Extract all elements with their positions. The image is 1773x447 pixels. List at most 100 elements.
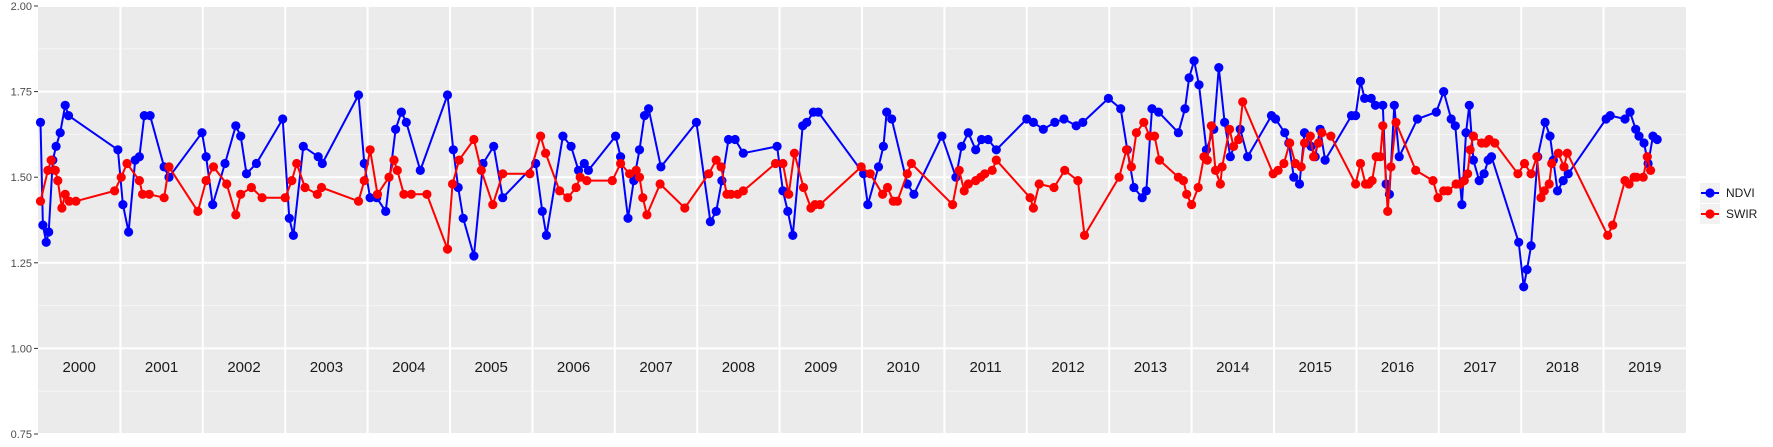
data-point bbox=[1370, 100, 1380, 110]
year-label: 2015 bbox=[1299, 359, 1332, 376]
data-point bbox=[1351, 111, 1361, 121]
data-point bbox=[1558, 176, 1568, 186]
data-point bbox=[1519, 158, 1530, 169]
data-point bbox=[558, 131, 568, 141]
data-point bbox=[878, 141, 889, 151]
data-point bbox=[51, 141, 61, 151]
data-point bbox=[317, 158, 327, 169]
data-point bbox=[280, 193, 290, 203]
data-point bbox=[1078, 117, 1088, 127]
data-point bbox=[1114, 172, 1124, 182]
data-point bbox=[1229, 141, 1239, 151]
data-point bbox=[1214, 63, 1224, 73]
data-point bbox=[1412, 114, 1422, 124]
data-point bbox=[770, 158, 781, 169]
data-point bbox=[134, 152, 144, 162]
data-point bbox=[498, 193, 508, 203]
data-point bbox=[391, 124, 401, 134]
data-point bbox=[616, 152, 626, 162]
data-point bbox=[1225, 152, 1235, 162]
data-point bbox=[815, 200, 825, 210]
data-point bbox=[778, 158, 788, 169]
data-point bbox=[789, 148, 800, 158]
data-point bbox=[583, 165, 594, 175]
data-point bbox=[38, 220, 48, 230]
data-point bbox=[201, 152, 211, 162]
data-point bbox=[63, 111, 74, 121]
year-label: 2010 bbox=[887, 359, 920, 376]
data-point bbox=[1025, 193, 1035, 203]
data-point bbox=[1490, 138, 1500, 148]
data-point bbox=[813, 107, 823, 117]
data-point bbox=[971, 145, 981, 155]
legend-item: SWIR bbox=[1700, 204, 1758, 224]
data-point bbox=[784, 189, 794, 199]
year-label: 2009 bbox=[804, 359, 837, 376]
data-point bbox=[278, 114, 288, 124]
data-point bbox=[1060, 165, 1070, 175]
data-point bbox=[1294, 179, 1305, 189]
data-point bbox=[1625, 107, 1635, 117]
data-point bbox=[863, 200, 873, 210]
data-point bbox=[193, 206, 203, 216]
data-point bbox=[1545, 131, 1555, 141]
data-point bbox=[1116, 104, 1126, 114]
data-point bbox=[716, 162, 726, 172]
data-point bbox=[288, 230, 298, 240]
data-point bbox=[991, 155, 1001, 165]
data-point bbox=[1187, 200, 1197, 210]
data-point bbox=[1299, 138, 1310, 148]
data-point bbox=[1367, 176, 1377, 186]
data-point bbox=[353, 90, 364, 100]
data-point bbox=[469, 134, 479, 145]
data-point bbox=[138, 189, 148, 199]
legend-marker bbox=[1705, 188, 1715, 198]
data-point bbox=[555, 186, 565, 196]
data-point bbox=[726, 189, 736, 199]
data-point bbox=[1605, 111, 1615, 121]
data-point bbox=[422, 189, 432, 199]
data-point bbox=[1513, 169, 1523, 179]
data-point bbox=[1652, 134, 1662, 145]
data-point bbox=[1206, 121, 1216, 131]
data-point bbox=[680, 203, 690, 213]
data-point bbox=[1457, 200, 1467, 210]
data-point bbox=[1386, 162, 1396, 172]
data-point bbox=[1059, 114, 1069, 124]
data-point bbox=[525, 169, 535, 179]
data-point bbox=[1313, 138, 1324, 148]
data-point bbox=[489, 141, 499, 151]
data-point bbox=[959, 186, 969, 196]
data-point bbox=[1351, 179, 1361, 189]
data-point bbox=[384, 172, 394, 182]
data-point bbox=[1468, 131, 1478, 141]
data-point bbox=[1126, 162, 1136, 172]
data-point bbox=[730, 134, 740, 145]
data-point bbox=[1552, 186, 1563, 196]
year-label: 2019 bbox=[1628, 359, 1661, 376]
data-point bbox=[1355, 158, 1366, 169]
data-point bbox=[1514, 237, 1524, 247]
data-point bbox=[656, 162, 666, 172]
data-point bbox=[1279, 158, 1289, 169]
data-point bbox=[1360, 93, 1370, 103]
year-label: 2006 bbox=[557, 359, 590, 376]
data-point bbox=[236, 131, 246, 141]
data-point bbox=[469, 251, 479, 261]
data-point bbox=[738, 186, 748, 196]
data-point bbox=[642, 210, 652, 220]
year-label: 2017 bbox=[1463, 359, 1496, 376]
data-point bbox=[536, 131, 546, 141]
data-point bbox=[50, 165, 60, 175]
data-point bbox=[878, 189, 888, 199]
data-point bbox=[498, 169, 508, 179]
data-point bbox=[1320, 155, 1330, 165]
series-ndvi bbox=[35, 56, 1662, 292]
y-tick-label: 1.25 bbox=[11, 258, 32, 270]
data-point bbox=[1189, 56, 1199, 66]
data-point bbox=[476, 165, 486, 175]
data-point bbox=[1285, 138, 1295, 148]
data-point bbox=[963, 128, 973, 138]
year-label: 2003 bbox=[310, 359, 343, 376]
legend-label: SWIR bbox=[1726, 207, 1758, 221]
